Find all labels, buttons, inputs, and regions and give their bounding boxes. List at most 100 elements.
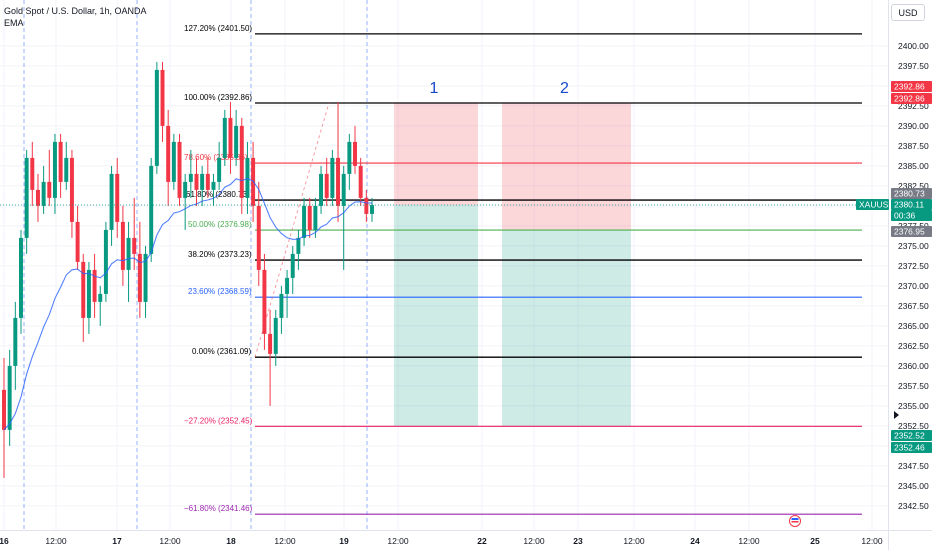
fib-level-label: 50.00% (2376.98): [188, 220, 252, 229]
candle-body: [256, 205, 261, 270]
fib-level-label: −27.20% (2352.45): [184, 416, 253, 425]
price-tag: [891, 199, 932, 210]
price-tick-label: 2382.50: [898, 181, 929, 191]
candle-body: [239, 125, 244, 198]
candle-body: [330, 157, 335, 198]
scroll-right-icon[interactable]: [894, 411, 899, 419]
price-tick-label: 2385.00: [898, 161, 929, 171]
candle-body: [364, 197, 369, 214]
candle-body: [86, 269, 91, 318]
price-tick-label: 2347.50: [898, 461, 929, 471]
time-tick-label: 12:00: [523, 536, 545, 546]
fib-level-label: 127.20% (2401.50): [184, 24, 252, 33]
price-tag: [891, 188, 932, 199]
candle-body: [132, 237, 137, 254]
price-tick-label: 2397.50: [898, 61, 929, 71]
time-tick-label: 12:00: [45, 536, 67, 546]
candle-body: [109, 173, 114, 230]
price-tick-label: 2365.00: [898, 321, 929, 331]
candle-body: [222, 117, 227, 158]
price-tick-label: 2360.00: [898, 361, 929, 371]
event-flag-stripe: [791, 521, 799, 523]
candle-body: [296, 237, 301, 254]
time-tick-label: 12:00: [623, 536, 645, 546]
ema-indicator-label[interactable]: EMA: [4, 18, 24, 28]
price-tag: [891, 81, 932, 92]
candle-body: [358, 165, 363, 198]
candle-body: [245, 157, 250, 198]
candle-body: [103, 229, 108, 294]
ema-line: [3, 177, 373, 431]
candle-body: [115, 173, 120, 222]
grid: [0, 0, 888, 530]
candle-body: [307, 205, 312, 230]
price-tick-label: 2355.00: [898, 401, 929, 411]
candle-body: [183, 181, 188, 198]
time-tick-label: 12:00: [738, 536, 760, 546]
fib-level-label: 38.20% (2373.23): [188, 250, 252, 259]
candle-body: [149, 165, 154, 254]
fib-level-label: 61.80% (2380.73): [186, 190, 250, 199]
fibonacci-retracement: 127.20% (2401.50) 100.00% (2392.86) 78.60%…: [184, 24, 862, 515]
price-tag: [891, 210, 932, 221]
candle-body: [262, 269, 267, 334]
candle-body: [302, 205, 307, 238]
time-tick-label: 12:00: [159, 536, 181, 546]
price-tag-label: 2392.86: [894, 94, 925, 104]
candles: [0, 61, 888, 478]
candle-body: [166, 125, 171, 182]
price-tag-label: 2352.46: [894, 443, 925, 453]
price-tag-label: 2380.11: [894, 200, 924, 210]
price-tick-label: 2362.50: [898, 341, 929, 351]
candle-body: [290, 253, 295, 278]
price-tag: [856, 199, 889, 210]
candle-body: [137, 253, 142, 302]
candle-body: [98, 293, 103, 302]
candle-body: [41, 181, 46, 206]
candle-body: [7, 365, 12, 430]
price-tag-label: 2376.95: [894, 227, 925, 237]
price-tick-label: 2367.50: [898, 301, 929, 311]
time-tick-label: 12:00: [387, 536, 409, 546]
time-tick-label: 17: [112, 536, 122, 546]
currency-button[interactable]: USD: [891, 4, 925, 21]
event-flag-stripe: [791, 518, 799, 520]
time-tick-label: 24: [690, 536, 700, 546]
candle-body: [228, 117, 233, 158]
candle-body: [347, 141, 352, 174]
time-tick-label: 23: [573, 536, 583, 546]
candle-body: [47, 181, 52, 198]
candle-body: [2, 389, 6, 430]
price-tick-label: 2387.50: [898, 141, 929, 151]
price-tick-label: 2372.50: [898, 261, 929, 271]
candle-body: [370, 205, 374, 214]
candle-body: [58, 141, 63, 182]
symbol-title[interactable]: Gold Spot / U.S. Dollar, 1h, OANDA: [4, 6, 147, 16]
take-profit-zone: [394, 205, 478, 426]
candle-body: [319, 173, 324, 206]
candle-body: [64, 157, 69, 182]
fib-level-label: 78.60% (2385.36): [184, 153, 248, 162]
candle-body: [200, 173, 205, 190]
price-tag-label: 00:36: [894, 211, 916, 221]
price-tag-label: 2380.73: [894, 189, 925, 199]
fib-level-label: 23.60% (2368.59): [188, 287, 252, 296]
candle-body: [324, 173, 329, 198]
candle-body: [13, 317, 18, 366]
candle-body: [194, 173, 199, 190]
candle-body: [341, 173, 346, 206]
time-tick-label: 16: [0, 536, 9, 546]
candle-body: [285, 277, 290, 294]
candle-body: [19, 237, 23, 318]
price-tag-label: 2352.52: [894, 431, 925, 441]
candle-body: [279, 293, 284, 318]
candle-body: [177, 141, 182, 198]
candle-body: [69, 157, 74, 222]
price-tag: [891, 430, 932, 441]
candle-body: [188, 173, 193, 182]
candle-body: [171, 141, 176, 182]
candle-body: [52, 141, 57, 198]
candle-body: [126, 237, 131, 270]
